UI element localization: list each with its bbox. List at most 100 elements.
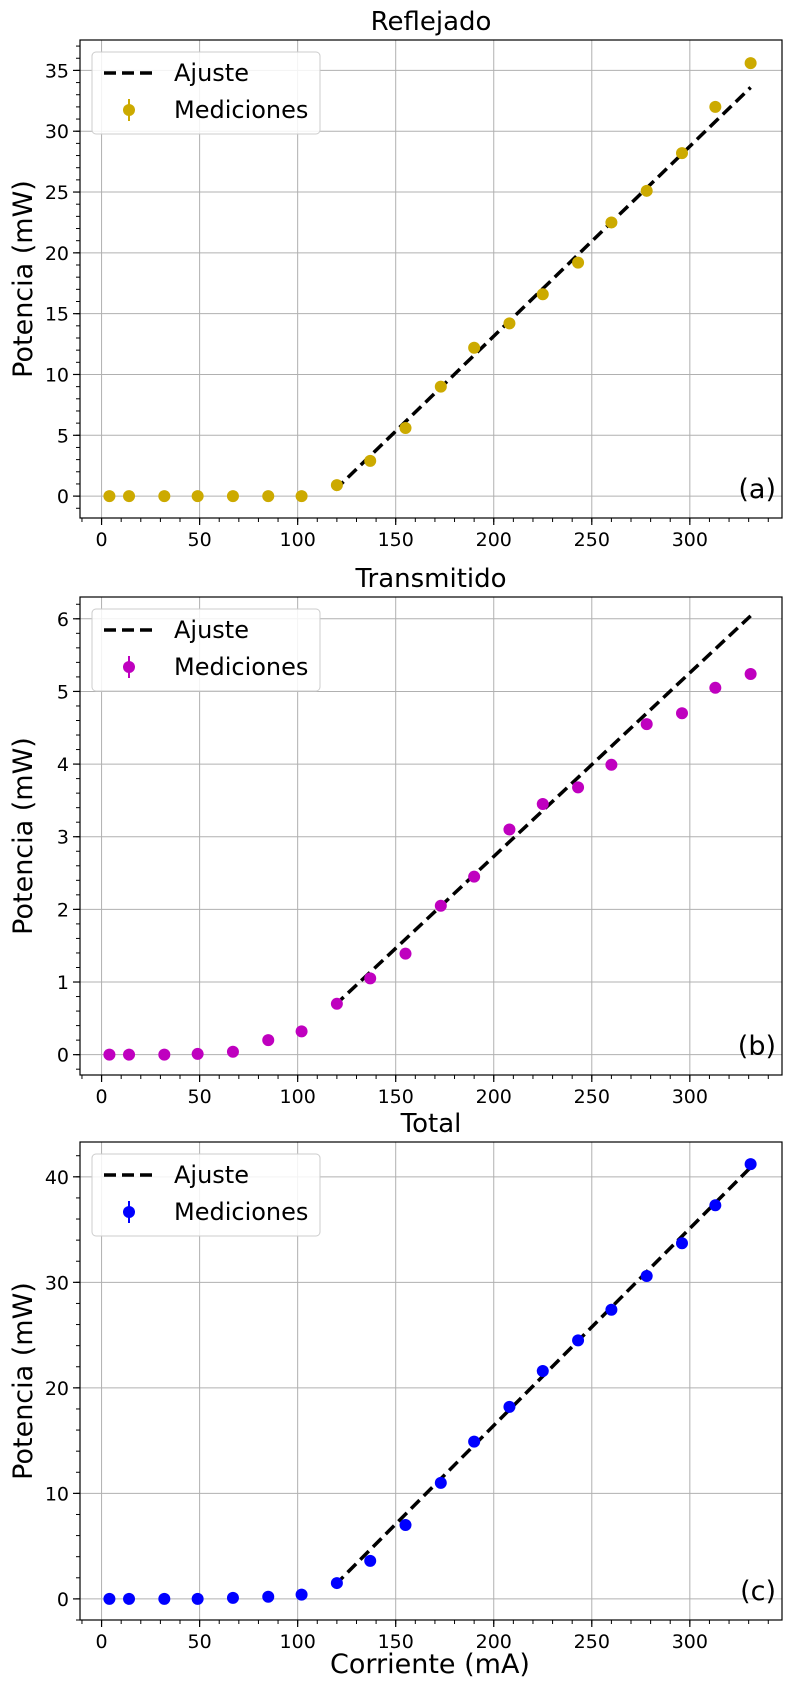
data-point (330, 1577, 343, 1590)
x-tick-label: 250 (574, 1631, 610, 1653)
data-point (123, 1048, 136, 1061)
x-tick-label: 0 (96, 1086, 108, 1108)
y-tick-label: 10 (45, 1483, 69, 1505)
chart-title: Reflejado (371, 7, 492, 37)
legend-label-fit: Ajuste (174, 59, 249, 87)
data-point (640, 184, 653, 197)
data-point (709, 681, 722, 694)
data-point (262, 1034, 275, 1047)
panel-label: (c) (740, 1576, 776, 1607)
plot-frame (79, 596, 783, 1076)
data-point (709, 1199, 722, 1212)
x-tick-label: 150 (378, 1086, 414, 1108)
legend-label-measurements: Mediciones (174, 1198, 308, 1226)
y-axis-label: Potencia (mW) (8, 1282, 39, 1480)
y-tick-label: 0 (57, 486, 69, 508)
legend-label-measurements: Mediciones (174, 96, 308, 124)
data-point (262, 490, 275, 503)
y-tick-label: 35 (45, 60, 69, 82)
data-point (675, 1237, 688, 1250)
x-tick-label: 150 (378, 529, 414, 551)
y-tick-label: 5 (57, 681, 69, 703)
fit-line (333, 614, 752, 1007)
data-point (158, 490, 171, 503)
y-tick-label: 0 (57, 1045, 69, 1067)
x-tick-label: 100 (280, 1631, 316, 1653)
legend-marker-swatch (123, 1206, 135, 1218)
y-tick-label: 2 (57, 899, 69, 921)
y-tick-label: 3 (57, 827, 69, 849)
data-point (158, 1592, 171, 1605)
data-point (536, 288, 549, 301)
data-point (744, 57, 757, 70)
legend-label-fit: Ajuste (174, 1161, 249, 1189)
x-tick-label: 200 (476, 1086, 512, 1108)
data-point (572, 1334, 585, 1347)
data-point (744, 1158, 757, 1171)
data-point (295, 1588, 308, 1601)
data-point (468, 870, 481, 883)
data-point (503, 823, 516, 836)
data-point (103, 490, 116, 503)
data-point (675, 147, 688, 160)
data-point (262, 1590, 275, 1603)
data-point (226, 1591, 239, 1604)
x-tick-label: 300 (672, 1086, 708, 1108)
data-point (123, 1592, 136, 1605)
data-point (709, 100, 722, 113)
legend-label-measurements: Mediciones (174, 653, 308, 681)
data-point (103, 1048, 116, 1061)
chart-panel-3: 0 50 100 150 200 250 300 0 10 20 30 40 Total Potencia… (8, 1109, 783, 1653)
x-tick-label: 50 (188, 1086, 212, 1108)
y-tick-label: 5 (57, 425, 69, 447)
y-tick-label: 30 (45, 1272, 69, 1294)
x-tick-label: 300 (672, 1631, 708, 1653)
data-point (434, 1476, 447, 1489)
data-point (399, 1519, 412, 1532)
chart-panel-2: 0 50 100 150 200 250 300 0 1 2 3 4 5 6 Transmitido Pote… (8, 564, 783, 1108)
data-point (468, 1435, 481, 1448)
legend: Ajuste Mediciones (91, 51, 321, 135)
y-tick-label: 6 (57, 609, 69, 631)
y-tick-label: 20 (45, 1378, 69, 1400)
y-axis-label: Potencia (mW) (8, 180, 39, 378)
data-point (103, 1592, 116, 1605)
data-point (158, 1048, 171, 1061)
x-tick-label: 300 (672, 529, 708, 551)
data-point (226, 490, 239, 503)
data-point (536, 1364, 549, 1377)
y-tick-label: 30 (45, 121, 69, 143)
y-tick-label: 25 (45, 182, 69, 204)
data-point (640, 1270, 653, 1283)
data-point (675, 707, 688, 720)
x-tick-label: 150 (378, 1631, 414, 1653)
data-point (191, 490, 204, 503)
plot-frame (79, 1141, 783, 1621)
y-tick-label: 0 (57, 1589, 69, 1611)
legend-label-fit: Ajuste (174, 616, 249, 644)
y-tick-label: 15 (45, 304, 69, 326)
data-point (399, 947, 412, 960)
data-point (364, 1554, 377, 1567)
x-tick-label: 50 (188, 1631, 212, 1653)
data-point (191, 1592, 204, 1605)
data-point (295, 1025, 308, 1038)
data-point (536, 798, 549, 811)
data-point (399, 421, 412, 434)
chart-title: Transmitido (354, 564, 506, 594)
data-point (434, 899, 447, 912)
legend-marker-swatch (123, 661, 135, 673)
x-tick-label: 0 (96, 529, 108, 551)
chart-panel-1: 0 50 100 150 200 250 300 0 5 10 15 20 25 30 35 Reflejad… (8, 7, 783, 551)
data-point (640, 718, 653, 731)
x-tick-label: 250 (574, 529, 610, 551)
y-axis-label: Potencia (mW) (8, 737, 39, 935)
x-tick-label: 250 (574, 1086, 610, 1108)
y-tick-label: 40 (45, 1167, 69, 1189)
data-point (605, 216, 618, 229)
x-tick-label: 200 (476, 529, 512, 551)
data-point (330, 997, 343, 1010)
x-tick-label: 0 (96, 1631, 108, 1653)
legend-marker-swatch (123, 104, 135, 116)
